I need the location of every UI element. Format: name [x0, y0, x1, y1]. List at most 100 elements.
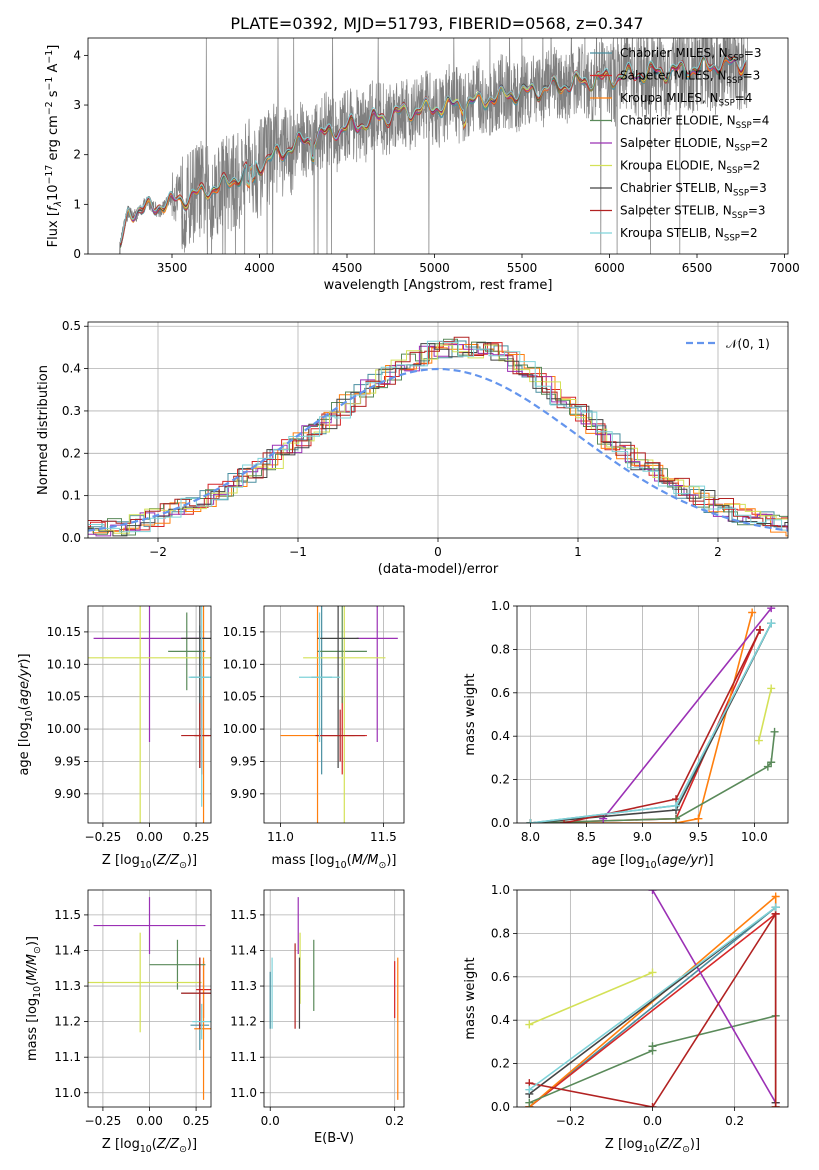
- x-tick-label: 0.0: [643, 1114, 662, 1128]
- y-tick-label: 0.4: [491, 729, 510, 743]
- y-tick-label: 0.5: [62, 319, 81, 333]
- legend-entry-4: Chabrier ELODIE, NSSP=4: [620, 114, 769, 132]
- weight-line-4: [530, 731, 776, 823]
- y-tick-label: 10.00: [47, 722, 81, 736]
- label-part: 10: [24, 710, 35, 722]
- y-tick-label: 9.95: [230, 754, 257, 768]
- label-part: Chabrier MILES, N: [620, 46, 728, 60]
- label-part: (: [657, 853, 662, 868]
- weight-line-6: [528, 971, 653, 1026]
- weight-marker: [767, 684, 776, 693]
- label-part: s: [46, 90, 61, 101]
- x-tick-label: 0.00: [136, 830, 163, 844]
- label-part: SSP: [727, 76, 743, 86]
- label-part: f: [46, 204, 61, 211]
- x-tick-label: 3500: [157, 261, 188, 275]
- weight-marker: [526, 819, 535, 823]
- weight-marker: [767, 758, 776, 767]
- weight-line-1: [528, 906, 777, 1107]
- x-tick-label: −0.2: [556, 1114, 585, 1128]
- y-tick-label: 0.4: [491, 1013, 510, 1027]
- weight-marker: [525, 1098, 534, 1107]
- label-part: (: [25, 981, 40, 986]
- observed-spectrum-line: [119, 38, 748, 254]
- x-tick-label: 0.2: [385, 1114, 404, 1128]
- weight-line-6: [758, 688, 772, 741]
- panel-mass-vs-EBV: 0.0 0.2 11.0 11.1 11.2 11.3 11.4 11.5 E(B-V): [230, 889, 405, 1146]
- y-tick-label: 0.4: [62, 362, 81, 376]
- x-tick-label: 4500: [332, 261, 363, 275]
- weight-marker: [694, 814, 703, 823]
- x-tick-label: 0: [434, 545, 442, 559]
- label-part: −1: [44, 50, 55, 64]
- label-part: age/yr: [17, 662, 32, 705]
- label-part: ⊙: [179, 1144, 187, 1155]
- histogram-series-8: [88, 336, 788, 528]
- weight-marker: [648, 1042, 657, 1051]
- x-tick-label: 0.25: [183, 1114, 210, 1128]
- panel-mass-weight-vs-age: 8.0 8.5 9.0 9.5 10.0 0.0 0.2 0.4 0.6 0.8 1.0 mass w…: [463, 599, 789, 871]
- label-part: SSP: [724, 234, 740, 244]
- y-axis-label: mass [log10(M/M⊙)]: [25, 936, 43, 1061]
- x-tick-label: 7000: [769, 261, 800, 275]
- x-axis-label: Z [log10(Z/Z⊙)]: [102, 1137, 197, 1155]
- label-part: SSP: [719, 99, 735, 109]
- label-part: M/M: [352, 853, 379, 868]
- y-axis-label: Normed distribution: [36, 365, 51, 495]
- label-part: SSP: [727, 166, 743, 176]
- y-tick-label: 0.8: [491, 642, 510, 656]
- label-part: Kroupa MILES, N: [620, 91, 719, 105]
- x-tick-label: 5000: [419, 261, 450, 275]
- label-part: )]: [187, 1137, 197, 1152]
- label-part: =3: [748, 204, 766, 218]
- x-tick-label: 0.00: [136, 1114, 163, 1128]
- y-tick-label: 11.1: [54, 1050, 81, 1064]
- panel-mass-weight-vs-Z: −0.2 0.0 0.2 0.0 0.2 0.4 0.6 0.8 1.0 mass weight Z…: [463, 883, 789, 1155]
- label-part: 10: [335, 860, 347, 871]
- x-tick-label: −1: [289, 545, 307, 559]
- x-axis-label: age [log10(age/yr)]: [591, 853, 713, 871]
- y-tick-label: 10.00: [223, 722, 257, 736]
- label-part: SSP: [732, 211, 748, 221]
- x-tick-label: 0.2: [725, 1114, 744, 1128]
- y-tick-label: 0.0: [62, 531, 81, 545]
- y-tick-label: 0.6: [491, 686, 510, 700]
- label-part: (: [347, 853, 352, 868]
- label-part: 10: [46, 184, 61, 201]
- label-part: M/M: [25, 954, 40, 981]
- weight-marker: [525, 1085, 534, 1094]
- histogram-series-3: [88, 344, 788, 537]
- weight-marker: [771, 892, 780, 901]
- label-part: SSP: [733, 189, 749, 199]
- label-part: Chabrier STELIB, N: [620, 181, 733, 195]
- x-axis-label: E(B-V): [314, 1131, 354, 1146]
- label-part: Z/Z: [156, 853, 180, 868]
- x-tick-label: 2: [714, 545, 722, 559]
- label-part: SSP: [734, 144, 750, 154]
- x-axis-label: Z [log10(Z/Z⊙)]: [605, 1137, 700, 1155]
- label-part: Z [log: [102, 1137, 140, 1152]
- y-tick-label: 10.10: [47, 657, 81, 671]
- label-part: Chabrier ELODIE, N: [620, 114, 736, 128]
- weight-marker: [648, 890, 657, 894]
- label-part: erg cm: [46, 115, 61, 164]
- panel-age-vs-Z: −0.25 0.00 0.25 9.90 9.95 10.00 10.05 10.10 10.1…: [17, 605, 212, 871]
- label-part: )]: [25, 936, 40, 946]
- weight-marker: [754, 736, 763, 745]
- label-part: 10: [645, 860, 657, 871]
- label-part: Z/Z: [659, 1137, 683, 1152]
- label-part: (: [655, 1137, 660, 1152]
- y-tick-label: 11.4: [54, 943, 81, 957]
- x-axis-label: Z [log10(Z/Z⊙)]: [102, 853, 197, 871]
- label-part: Z [log: [605, 1137, 643, 1152]
- panel-age-vs-mass: 11.0 11.5 9.90 9.95 10.00 10.05 10.10 10.15 mass…: [223, 605, 405, 871]
- label-part: ⊙: [32, 946, 43, 954]
- x-tick-label: 9.0: [633, 830, 652, 844]
- label-part: mass [log: [271, 853, 334, 868]
- weight-line-2: [530, 629, 761, 823]
- label-part: =4: [752, 114, 770, 128]
- label-part: =2: [740, 226, 758, 240]
- y-tick-label: 0.2: [62, 446, 81, 460]
